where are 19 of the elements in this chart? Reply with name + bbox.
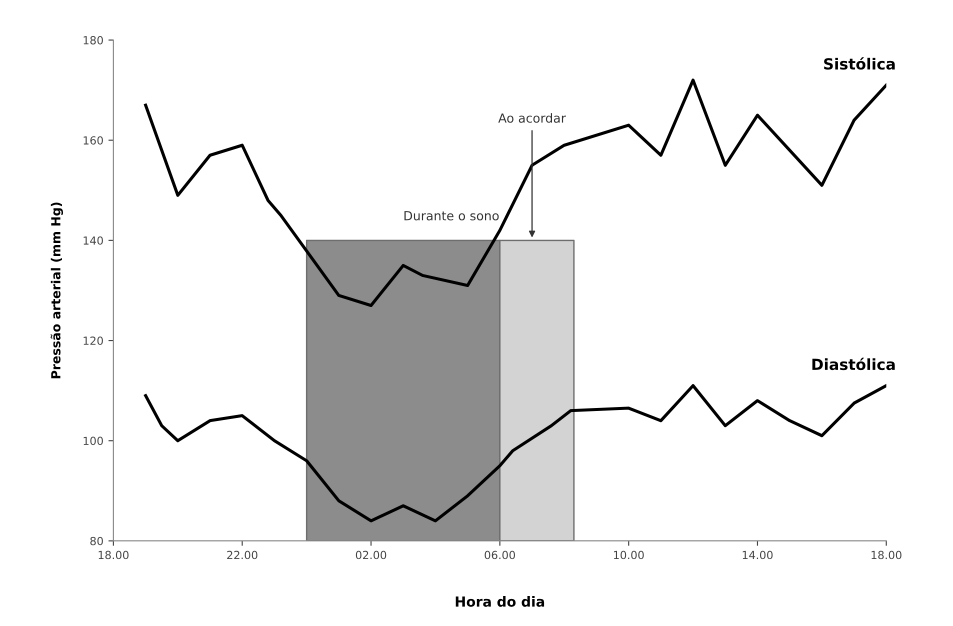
y-tick-label: 100 bbox=[84, 436, 103, 446]
x-tick-label: 02.00 bbox=[356, 550, 386, 560]
y-axis-title: Pressão arterial (mm Hg) bbox=[50, 202, 64, 378]
y-tick-label: 120 bbox=[84, 336, 103, 345]
y-tick-label: 140 bbox=[84, 236, 103, 245]
annotation: Ao acordar bbox=[498, 113, 566, 123]
x-tick-label: 18.00 bbox=[98, 550, 129, 560]
x-tick-label: 14.00 bbox=[742, 550, 773, 560]
x-axis-title: Hora do dia bbox=[456, 596, 544, 607]
x-tick-label: 06.00 bbox=[484, 550, 516, 560]
x-tick-label: 10.00 bbox=[614, 550, 644, 560]
series-label: Sistólica bbox=[824, 57, 895, 70]
y-tick-label: 160 bbox=[84, 136, 103, 145]
annotation: Durante o sono bbox=[404, 211, 499, 220]
x-tick-label: 18.00 bbox=[872, 550, 902, 560]
series-label: Diastólica bbox=[812, 358, 895, 370]
y-tick-label: 80 bbox=[90, 536, 103, 546]
y-tick-label: 180 bbox=[84, 36, 103, 44]
x-tick-label: 22.00 bbox=[227, 550, 258, 560]
